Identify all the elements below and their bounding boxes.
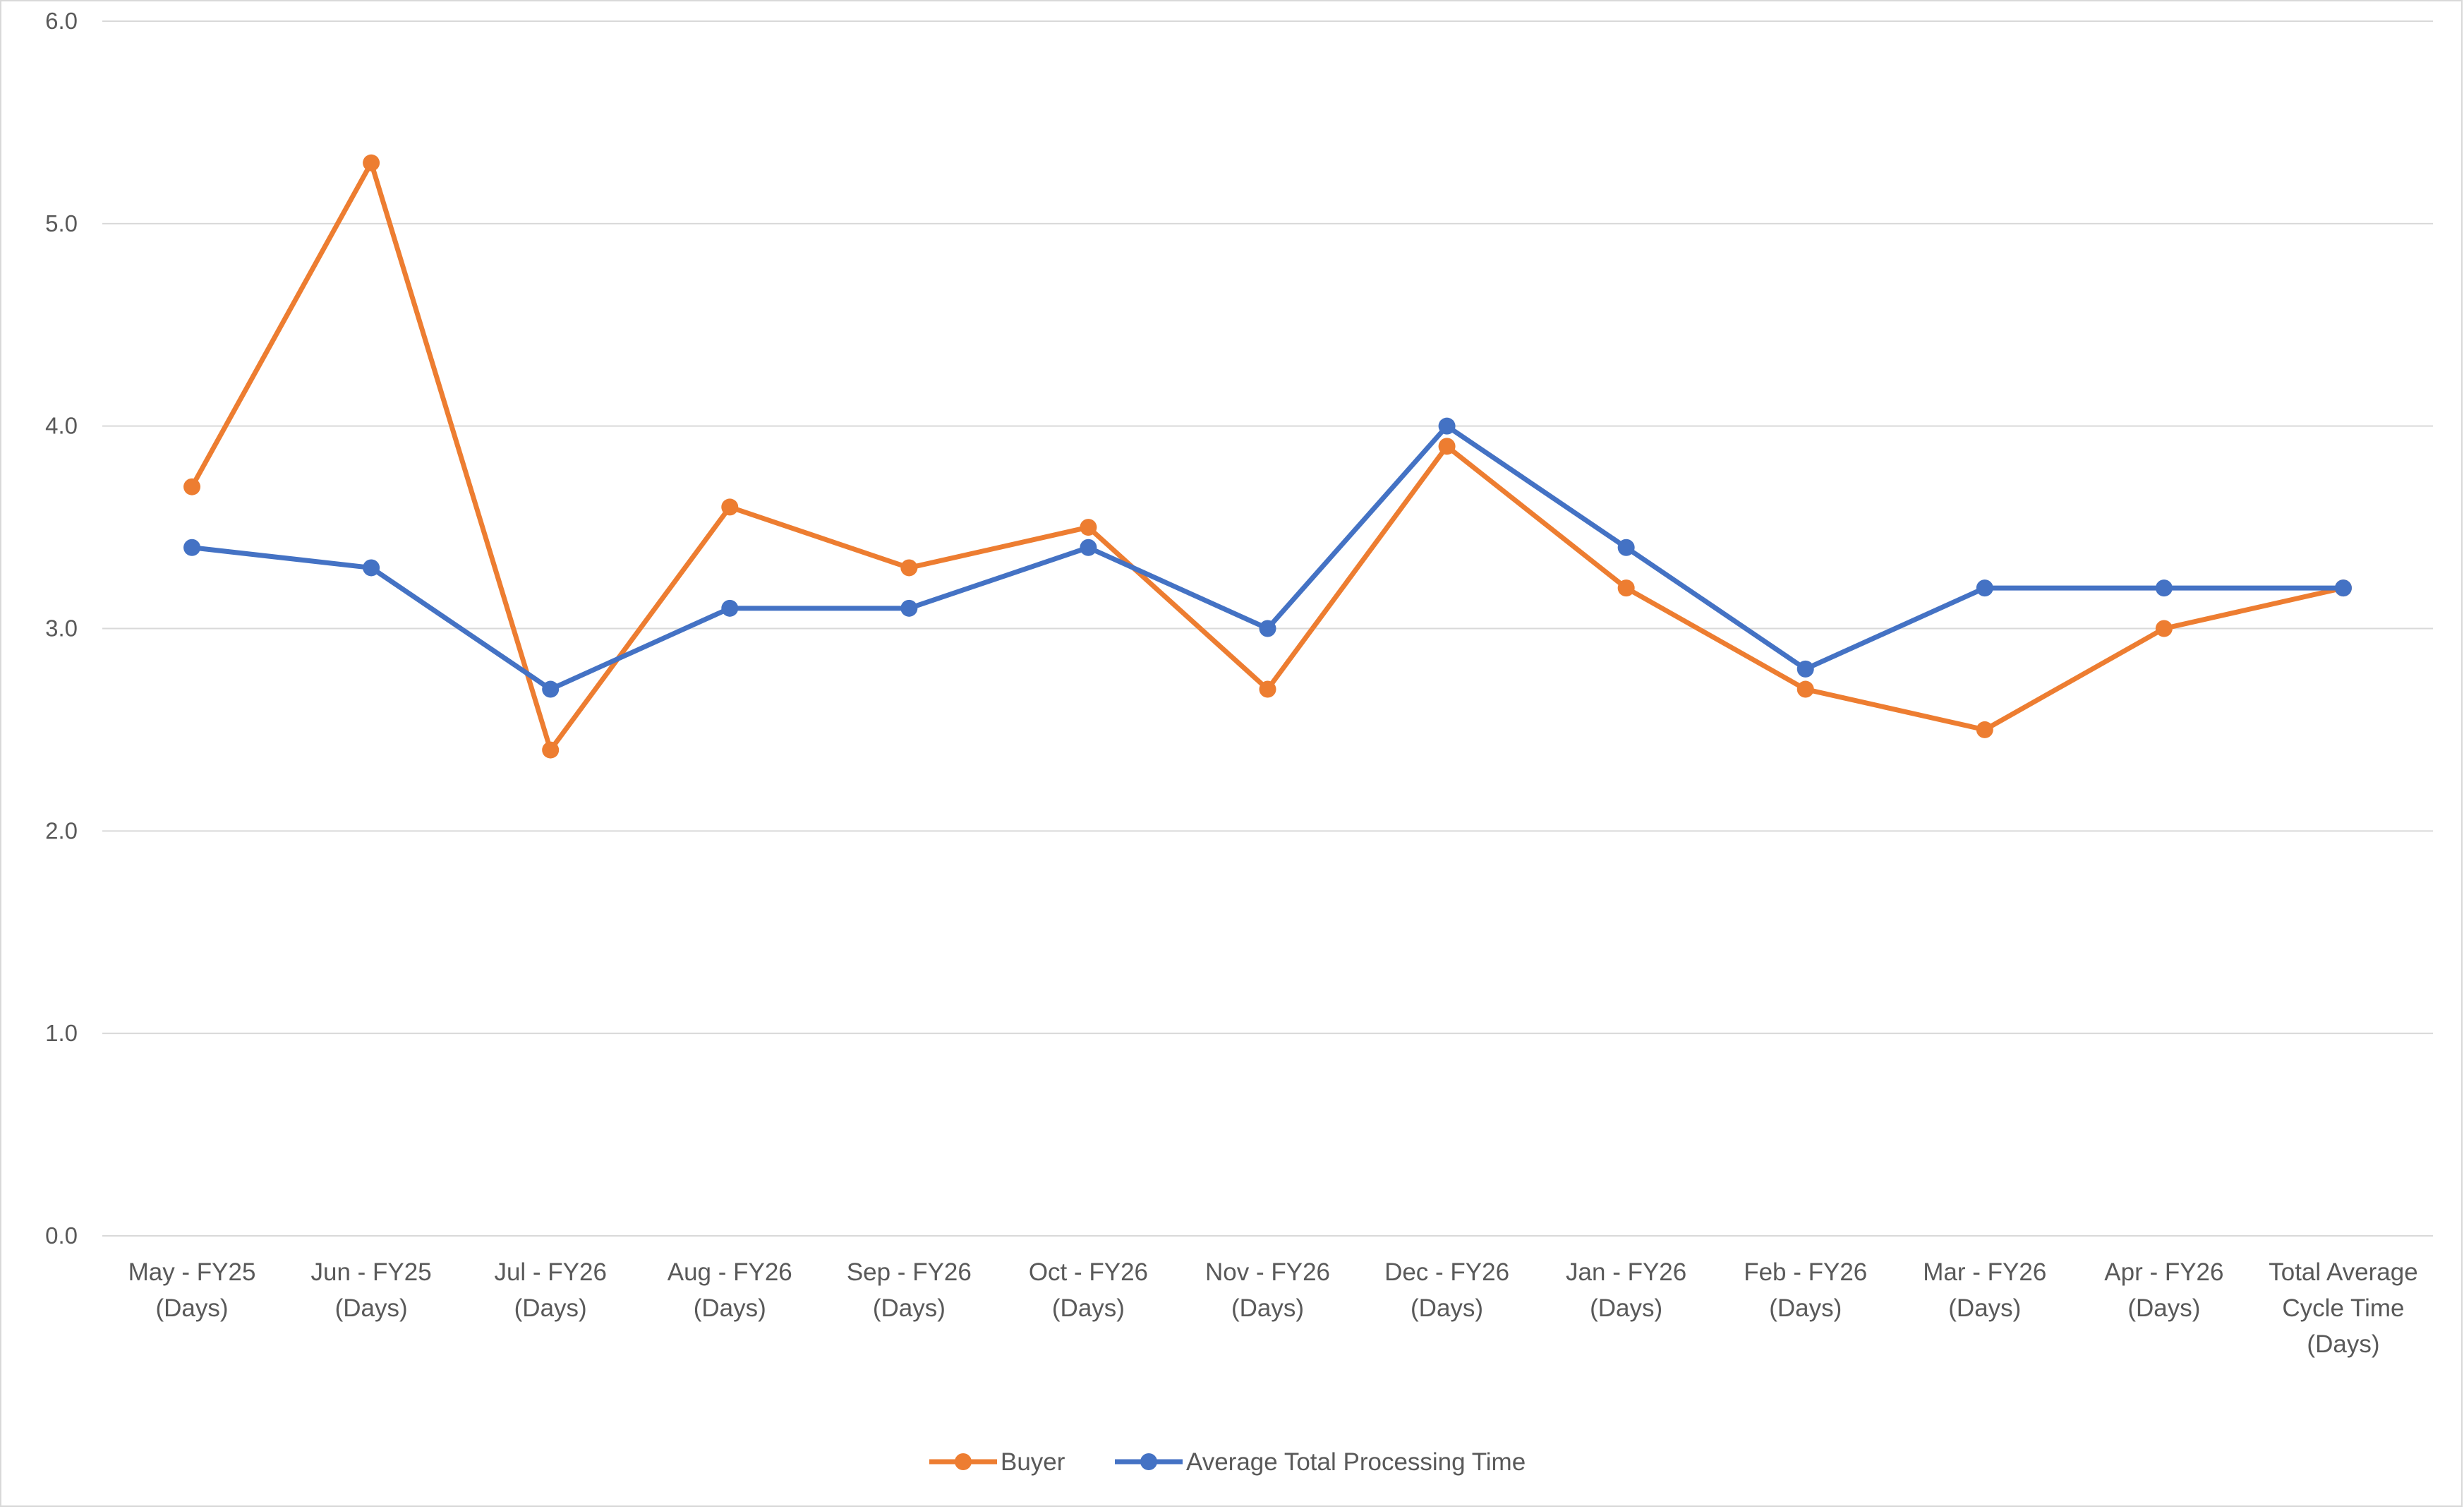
data-point	[1796, 680, 1814, 698]
x-tick-label-line: (Days)	[1769, 1294, 1842, 1322]
x-tick-label-line: (Days)	[156, 1294, 229, 1322]
data-point	[1976, 579, 1993, 597]
legend-marker	[955, 1453, 972, 1470]
data-point	[721, 599, 739, 617]
x-tick-label-line: Nov - FY26	[1205, 1258, 1330, 1286]
y-tick-label: 4.0	[45, 413, 78, 439]
data-point	[1259, 680, 1276, 698]
x-tick-label-line: (Days)	[1052, 1294, 1125, 1322]
x-tick-label: Nov - FY26 (Days)	[1205, 1258, 1330, 1322]
legend-item: Average Total Processing Time	[1115, 1448, 1526, 1476]
x-tick-label-line: Jul - FY26	[494, 1258, 607, 1286]
x-tick-label-line: (Days)	[873, 1294, 946, 1322]
data-point	[363, 154, 380, 172]
series-average-total-processing-time	[183, 417, 2352, 698]
data-point	[1617, 539, 1635, 556]
x-tick-label-line: Jan - FY26	[1566, 1258, 1686, 1286]
x-tick-label-line: (Days)	[2127, 1294, 2200, 1322]
data-point	[721, 498, 739, 516]
x-tick-label-line: (Days)	[2307, 1330, 2379, 1358]
gridlines	[102, 20, 2433, 1237]
x-tick-label: Jan - FY26 (Days)	[1566, 1258, 1686, 1322]
x-tick-label: Dec - FY26 (Days)	[1384, 1258, 1509, 1322]
series-buyer	[183, 154, 2352, 759]
y-tick-label: 2.0	[45, 817, 78, 843]
x-axis: May - FY25 (Days)Jun - FY25 (Days)Jul - FY…	[128, 1258, 2418, 1358]
y-tick-label: 6.0	[45, 8, 78, 34]
x-tick-label-line: Aug - FY26	[668, 1258, 792, 1286]
y-tick-label: 3.0	[45, 615, 78, 642]
data-point	[1259, 620, 1276, 637]
x-tick-label-line: Dec - FY26	[1384, 1258, 1509, 1286]
y-tick-label: 1.0	[45, 1020, 78, 1046]
x-tick-label-line: Jun - FY25	[311, 1258, 432, 1286]
legend: Buyer Average Total Processing Time	[929, 1448, 1526, 1476]
x-tick-label: Mar - FY26 (Days)	[1923, 1258, 2046, 1322]
x-tick-label-line: May - FY25	[128, 1258, 256, 1286]
data-point	[1796, 660, 1814, 678]
x-tick-label: Sep - FY26 (Days)	[847, 1258, 972, 1322]
x-tick-label-line: (Days)	[694, 1294, 766, 1322]
x-tick-label: Oct - FY26 (Days)	[1029, 1258, 1148, 1322]
x-tick-label-line: Feb - FY26	[1744, 1258, 1867, 1286]
legend-label: Buyer	[1001, 1448, 1065, 1476]
data-point	[183, 478, 201, 495]
x-tick-label-line: (Days)	[1590, 1294, 1662, 1322]
x-tick-label: Aug - FY26 (Days)	[668, 1258, 792, 1322]
x-tick-label-line: (Days)	[514, 1294, 587, 1322]
x-tick-label: Total Average Cycle Time (Days)	[2269, 1258, 2417, 1358]
x-tick-label-line: Apr - FY26	[2104, 1258, 2223, 1286]
data-point	[2155, 579, 2173, 597]
x-tick-label: Feb - FY26 (Days)	[1744, 1258, 1867, 1322]
data-point	[2155, 620, 2173, 637]
data-point	[1080, 519, 1097, 536]
x-tick-label-line: Oct - FY26	[1029, 1258, 1148, 1286]
legend-item: Buyer	[929, 1448, 1065, 1476]
x-tick-label-line: Total Average	[2269, 1258, 2417, 1286]
x-tick-label-line: (Days)	[1411, 1294, 1483, 1322]
series-line	[189, 160, 2346, 753]
data-point	[542, 741, 560, 759]
x-tick-label: Jun - FY25 (Days)	[311, 1258, 432, 1322]
x-tick-label-line: (Days)	[1231, 1294, 1304, 1322]
series-line	[189, 423, 2346, 692]
x-tick-label-line: (Days)	[335, 1294, 408, 1322]
y-tick-label: 0.0	[45, 1222, 78, 1249]
data-point	[363, 559, 380, 577]
data-point	[1617, 579, 1635, 597]
y-tick-label: 5.0	[45, 210, 78, 236]
data-point	[183, 539, 201, 556]
data-point	[900, 559, 918, 577]
legend-marker	[1140, 1453, 1157, 1470]
series-lines	[183, 154, 2352, 759]
data-point	[1438, 417, 1456, 435]
data-point	[900, 599, 918, 617]
x-tick-label: Apr - FY26 (Days)	[2104, 1258, 2223, 1322]
y-axis: 0.0 1.0 2.0 3.0 4.0 5.0 6.0	[45, 8, 78, 1249]
data-point	[2334, 579, 2352, 597]
x-tick-label-line: Sep - FY26	[847, 1258, 972, 1286]
data-point	[1080, 539, 1097, 556]
data-point	[1976, 721, 1993, 738]
x-tick-label: May - FY25 (Days)	[128, 1258, 256, 1322]
x-tick-label-line: (Days)	[1948, 1294, 2021, 1322]
x-tick-label-line: Mar - FY26	[1923, 1258, 2046, 1286]
x-tick-label: Jul - FY26 (Days)	[494, 1258, 607, 1322]
x-tick-label-line: Cycle Time	[2282, 1294, 2404, 1322]
legend-label: Average Total Processing Time	[1186, 1448, 1526, 1476]
data-point	[542, 680, 560, 698]
data-point	[1438, 438, 1456, 455]
